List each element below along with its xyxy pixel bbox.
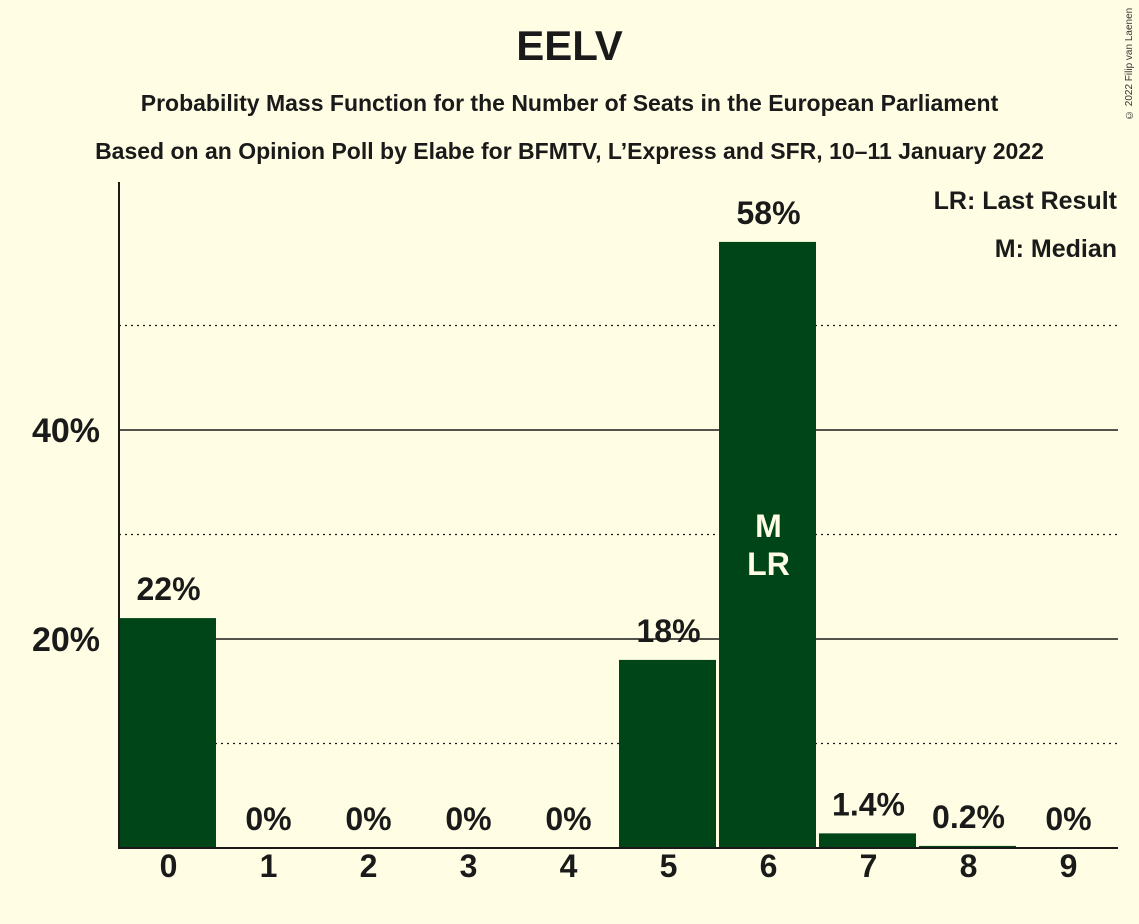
legend-median: M: Median (995, 235, 1117, 263)
y-tick-label: 40% (32, 412, 100, 450)
gridlines (119, 324, 1118, 745)
bar (119, 618, 216, 848)
bar (819, 833, 916, 848)
y-tick-label: 20% (32, 621, 100, 659)
legend: LR: Last Result M: Median (934, 187, 1118, 263)
bar-value-label: 0% (345, 801, 391, 837)
chart-subtitle: Probability Mass Function for the Number… (140, 90, 999, 116)
bar (619, 659, 716, 848)
x-tick-label: 0 (160, 848, 178, 884)
median-marker: M (755, 508, 782, 544)
bar-value-label: 58% (736, 195, 800, 231)
bar-value-label: 0% (445, 801, 491, 837)
legend-last-result: LR: Last Result (934, 187, 1118, 215)
chart-title: EELV (516, 22, 623, 69)
bars (119, 241, 1016, 848)
bar-value-label: 18% (636, 613, 700, 649)
x-tick-label: 5 (660, 848, 678, 884)
bar-value-label: 0% (1045, 801, 1091, 837)
bar-value-label: 1.4% (832, 786, 905, 822)
chart-source-line: Based on an Opinion Poll by Elabe for BF… (95, 138, 1044, 164)
bar-value-label: 22% (136, 571, 200, 607)
bar-value-label: 0.2% (932, 799, 1005, 835)
x-tick-label: 2 (360, 848, 378, 884)
value-labels: 22% 0% 0% 0% 0% 18% 58% 1.4% 0.2% 0% MLR (136, 195, 1091, 837)
x-tick-label: 7 (860, 848, 878, 884)
bar-value-label: 0% (545, 801, 591, 837)
bar-value-label: 0% (245, 801, 291, 837)
x-tick-label: 9 (1060, 848, 1078, 884)
bar (719, 241, 816, 848)
x-tick-label: 3 (460, 848, 478, 884)
last-result-marker: LR (747, 546, 790, 582)
x-tick-label: 6 (760, 848, 778, 884)
x-tick-label: 1 (260, 848, 278, 884)
x-tick-label: 4 (560, 848, 578, 884)
x-tick-label: 8 (960, 848, 978, 884)
bar (919, 845, 1016, 848)
axes: 20% 40% 0 1 2 3 4 5 6 7 8 9 (32, 182, 1118, 884)
